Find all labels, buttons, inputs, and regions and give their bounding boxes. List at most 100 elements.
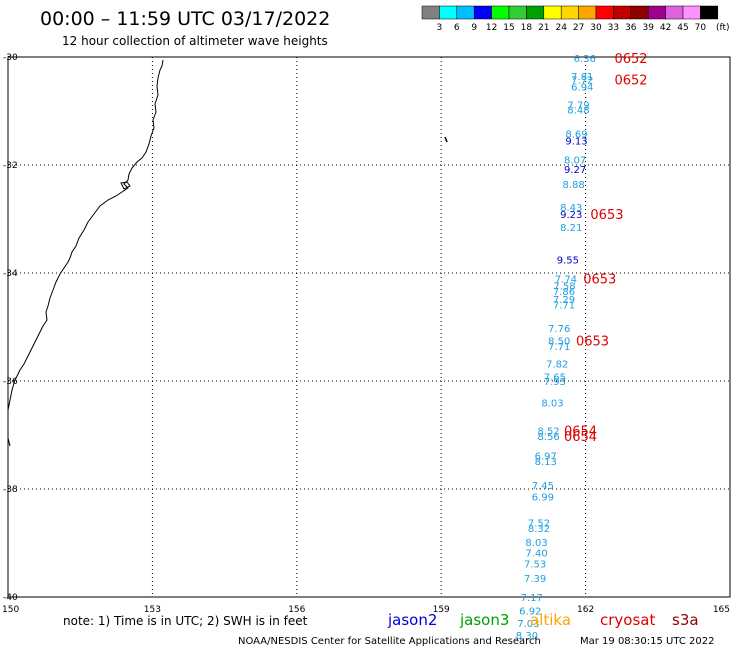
color-scale-label: 9 [471,23,477,33]
wave-height-value: 8.48 [567,105,589,116]
color-scale-swatch [421,5,440,20]
satellite-legend: jason2 jason3 altika cryosat s3a [387,611,699,629]
map-grid [8,57,730,597]
satellite-legend-entry: jason3 [459,611,509,629]
color-scale-label: 39 [642,23,654,33]
wave-height-value: 8.13 [535,457,557,468]
color-scale-swatch [491,5,510,20]
pass-time-label: 0654 [564,425,597,440]
longitude-tick-label: 159 [433,605,450,615]
color-scale-label: 24 [555,23,567,33]
latitude-tick-label: -36 [3,377,18,387]
wave-height-value: 6.92 [519,607,541,618]
color-scale-label: 18 [521,23,533,33]
scale-unit-label: (ft) [716,23,730,33]
wave-height-value: 7.65 [544,373,566,384]
wave-height-value: 6.97 [535,452,557,463]
wave-height-value: 6.94 [571,83,593,94]
color-scale-swatch [456,5,475,20]
color-scale-label: 21 [538,23,549,33]
color-scale-swatch [543,5,562,20]
wave-height-value: 9.23 [560,210,582,221]
wave-height-value: 8.56 [537,432,559,443]
latitude-tick-label: -38 [3,485,18,495]
satellite-legend-entry: s3a [672,611,699,629]
coast-mark-south [7,437,11,447]
satellite-legend-entry: jason2 [387,611,437,629]
latitude-tick-label: -32 [3,161,18,171]
wave-height-value: 8.03 [541,399,563,410]
wave-height-value: 6.99 [532,493,554,504]
pass-time-label: 0652 [614,74,647,89]
pass-time-label: 0654 [564,430,597,445]
satellite-legend-entry: altika [530,611,571,629]
color-scale-swatch [630,5,649,20]
coastline [7,59,164,411]
map-title: 00:00 – 11:59 UTC 03/17/2022 [40,8,330,30]
wave-height-value: 8.21 [560,223,582,234]
wave-height-value: 8.43 [560,203,582,214]
color-scale-swatch [595,5,614,20]
longitude-tick-label: 153 [144,605,161,615]
color-scale-label: 27 [573,23,584,33]
credit-timestamp: Mar 19 08:30:15 UTC 2022 [580,636,715,647]
longitude-tick-label: 165 [713,605,730,615]
wave-height-value: 7.86 [553,287,575,298]
color-scale-swatch [578,5,597,20]
wave-height-value: 9.27 [564,165,586,176]
color-scale-label: 45 [677,23,688,33]
wave-height-value: 7.40 [525,549,547,560]
pass-time-label: 0653 [583,272,616,287]
wave-height-value: 7.17 [521,593,543,604]
longitude-tick-label: 156 [288,605,305,615]
color-scale-swatch [526,5,545,20]
wave-height-value: 8.52 [537,427,559,438]
wave-height-value: 7.72 [571,76,593,87]
longitude-tick-label: 150 [2,605,19,615]
wave-height-value: 7.71 [553,300,575,311]
color-scale-label: 15 [503,23,514,33]
longitude-tick-labels: 150 153 156 159 162 165 [2,605,730,615]
footer-note: note: 1) Time is in UTC; 2) SWH is in fe… [63,614,308,628]
color-scale-swatch [613,5,632,20]
wave-height-value: 9.13 [565,137,587,148]
wave-height-value: 7.29 [553,295,575,306]
color-scale-swatch [560,5,579,20]
color-scale-label: 3 [437,23,443,33]
wave-height-value: 7.58 [553,281,575,292]
color-scale-legend: 3 6 9 12 15 18 21 24 27 30 33 36 39 42 45 70 [421,5,719,33]
color-scale-label: 70 [695,23,707,33]
wave-height-value: 8.88 [562,180,584,191]
pass-time-label: 0653 [590,208,623,223]
map-frame [7,56,731,598]
latitude-tick-label: -30 [3,53,18,63]
wave-height-value: 8.03 [525,538,547,549]
wave-height-value: 7.45 [532,481,554,492]
color-scale-label: 12 [486,23,497,33]
color-scale-swatch [439,5,458,20]
wave-height-value: 9.55 [557,256,579,267]
wave-height-value: 8.30 [516,631,538,642]
color-scale-swatch [665,5,684,20]
pass-time-label: 0652 [614,52,647,67]
map-subtitle: 12 hour collection of altimeter wave hei… [62,34,328,48]
wave-height-value: 6.36 [574,54,596,65]
wave-height-value: 7.81 [571,72,593,83]
wave-height-value: 7.79 [567,101,589,112]
color-scale-swatch [682,5,701,20]
satellite-legend-entry: cryosat [600,611,655,629]
latitude-tick-label: -40 [3,593,18,603]
wave-height-value: 7.52 [528,518,550,529]
wave-height-observations: 6.36 7.817.726.94 7.798.48 8.699.13 8.079.27… [516,54,596,642]
wave-height-value: 8.50 [548,337,570,348]
color-scale-label: 30 [590,23,602,33]
color-scale-label: 36 [625,23,637,33]
wave-height-value: 8.69 [565,130,587,141]
credit-agency: NOAA/NESDIS Center for Satellite Applica… [238,636,541,647]
color-scale-swatch [473,5,492,20]
latitude-tick-label: -34 [3,269,18,279]
wave-height-value: 7.39 [524,574,546,585]
wave-height-value: 7.76 [548,324,570,335]
